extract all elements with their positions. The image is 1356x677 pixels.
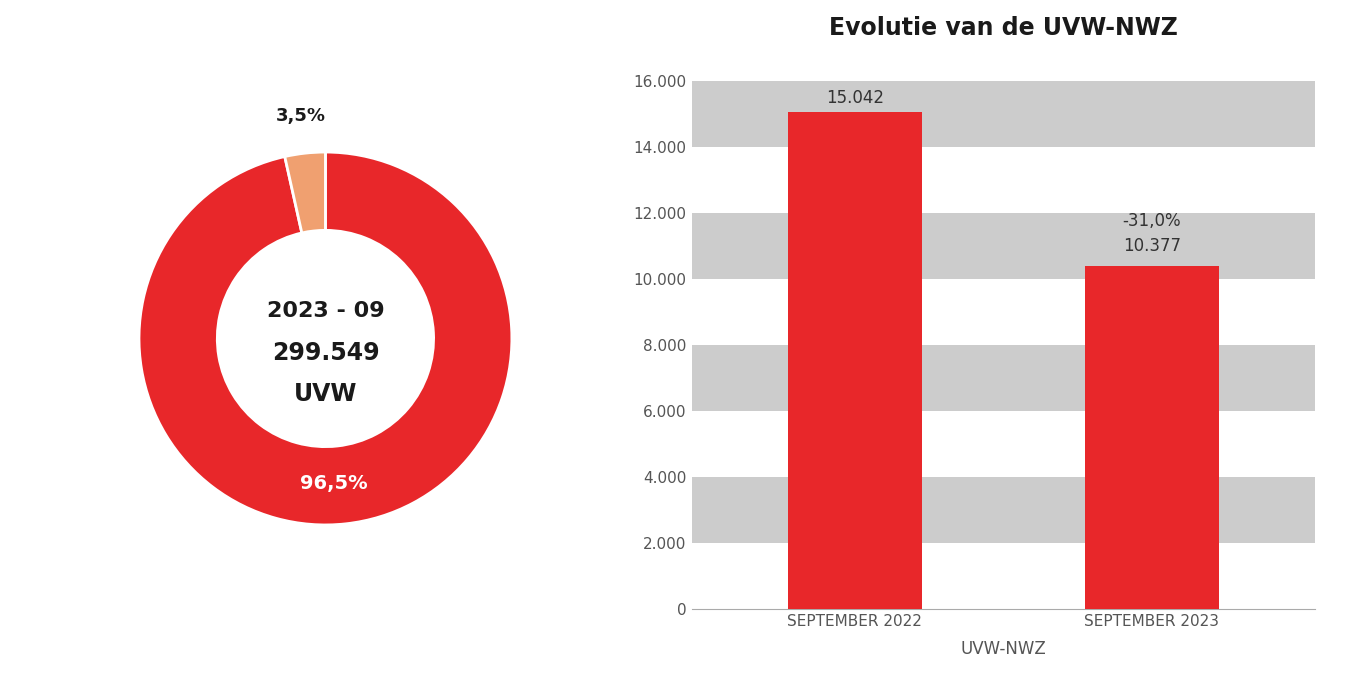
Bar — [692, 477, 1315, 543]
Text: 2023 - 09: 2023 - 09 — [267, 301, 384, 320]
Bar — [692, 411, 1315, 477]
Text: 96,5%: 96,5% — [300, 473, 367, 493]
Bar — [692, 147, 1315, 213]
Title: Evolutie van de UVW-NWZ: Evolutie van de UVW-NWZ — [829, 16, 1178, 40]
Bar — [788, 112, 922, 609]
Wedge shape — [140, 152, 511, 525]
X-axis label: UVW-NWZ: UVW-NWZ — [960, 640, 1047, 658]
Text: 3,5%: 3,5% — [275, 107, 325, 125]
Bar — [692, 81, 1315, 147]
Bar — [1085, 267, 1219, 609]
Bar — [692, 279, 1315, 345]
Text: UVW: UVW — [294, 383, 357, 406]
Text: 10.377: 10.377 — [1123, 237, 1181, 255]
Wedge shape — [285, 152, 325, 233]
Bar — [692, 543, 1315, 609]
Text: 299.549: 299.549 — [271, 341, 380, 366]
Bar — [692, 213, 1315, 279]
Text: -31,0%: -31,0% — [1123, 212, 1181, 230]
Bar — [692, 345, 1315, 411]
Text: 15.042: 15.042 — [826, 89, 884, 107]
